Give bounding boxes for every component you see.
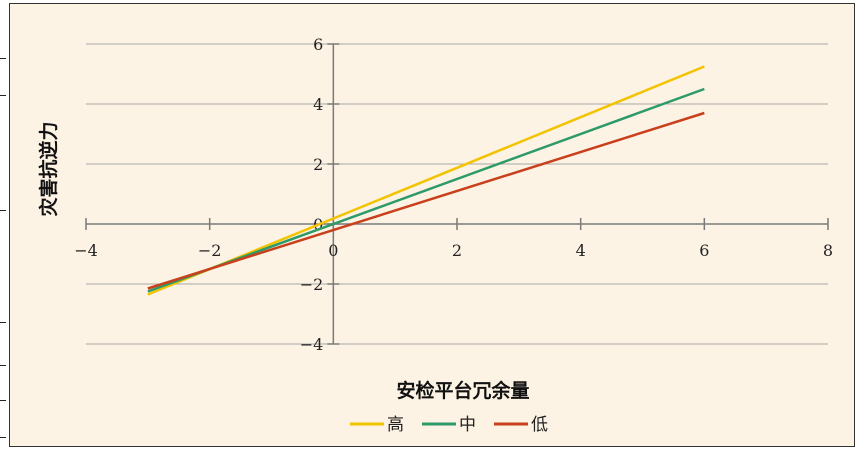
x-tick-label: 8 — [823, 241, 833, 260]
edge-tick — [0, 322, 6, 323]
x-tick-label: −4 — [74, 241, 98, 260]
legend: 高中低 — [350, 415, 548, 435]
y-axis-title: 灾害抗逆力 — [37, 121, 60, 216]
y-tick-label: 6 — [313, 35, 323, 54]
gridlines — [86, 43, 828, 345]
series-line-低 — [147, 111, 705, 290]
series-line-中 — [147, 87, 705, 293]
x-ticks: −4 −2 0 2 4 6 8 — [74, 218, 833, 260]
axes — [86, 44, 828, 344]
line-chart: −4 −2 0 2 4 6 8 −4−20246 灾害抗逆力 安检平台冗余量 高中低 — [37, 35, 833, 435]
edge-tick — [0, 210, 6, 211]
left-edge-ticks — [0, 0, 8, 452]
x-tick-label: 6 — [699, 241, 709, 260]
edge-tick — [0, 365, 6, 366]
legend-label: 中 — [459, 415, 476, 435]
y-tick-label: −2 — [300, 275, 324, 294]
chart-area: −4 −2 0 2 4 6 8 −4 −2 0 2 4 6 灾害抗逆力 安检平台冗余量 高中低 — [9, 3, 855, 447]
y-tick-label: −4 — [300, 335, 324, 354]
x-axis-title: 安检平台冗余量 — [396, 379, 529, 402]
x-tick-label: 4 — [576, 241, 586, 260]
y-tick-label: 4 — [313, 95, 323, 114]
edge-tick — [0, 437, 6, 438]
edge-tick — [0, 58, 6, 59]
y-tick-label: 2 — [313, 155, 323, 174]
edge-tick — [0, 95, 6, 96]
x-tick-label: −2 — [198, 241, 222, 260]
series-lines — [147, 65, 705, 296]
legend-label: 低 — [531, 415, 548, 435]
legend-label: 高 — [387, 415, 404, 435]
x-tick-label: 2 — [452, 241, 462, 260]
edge-tick — [0, 400, 6, 401]
x-tick-label: 0 — [328, 241, 338, 260]
